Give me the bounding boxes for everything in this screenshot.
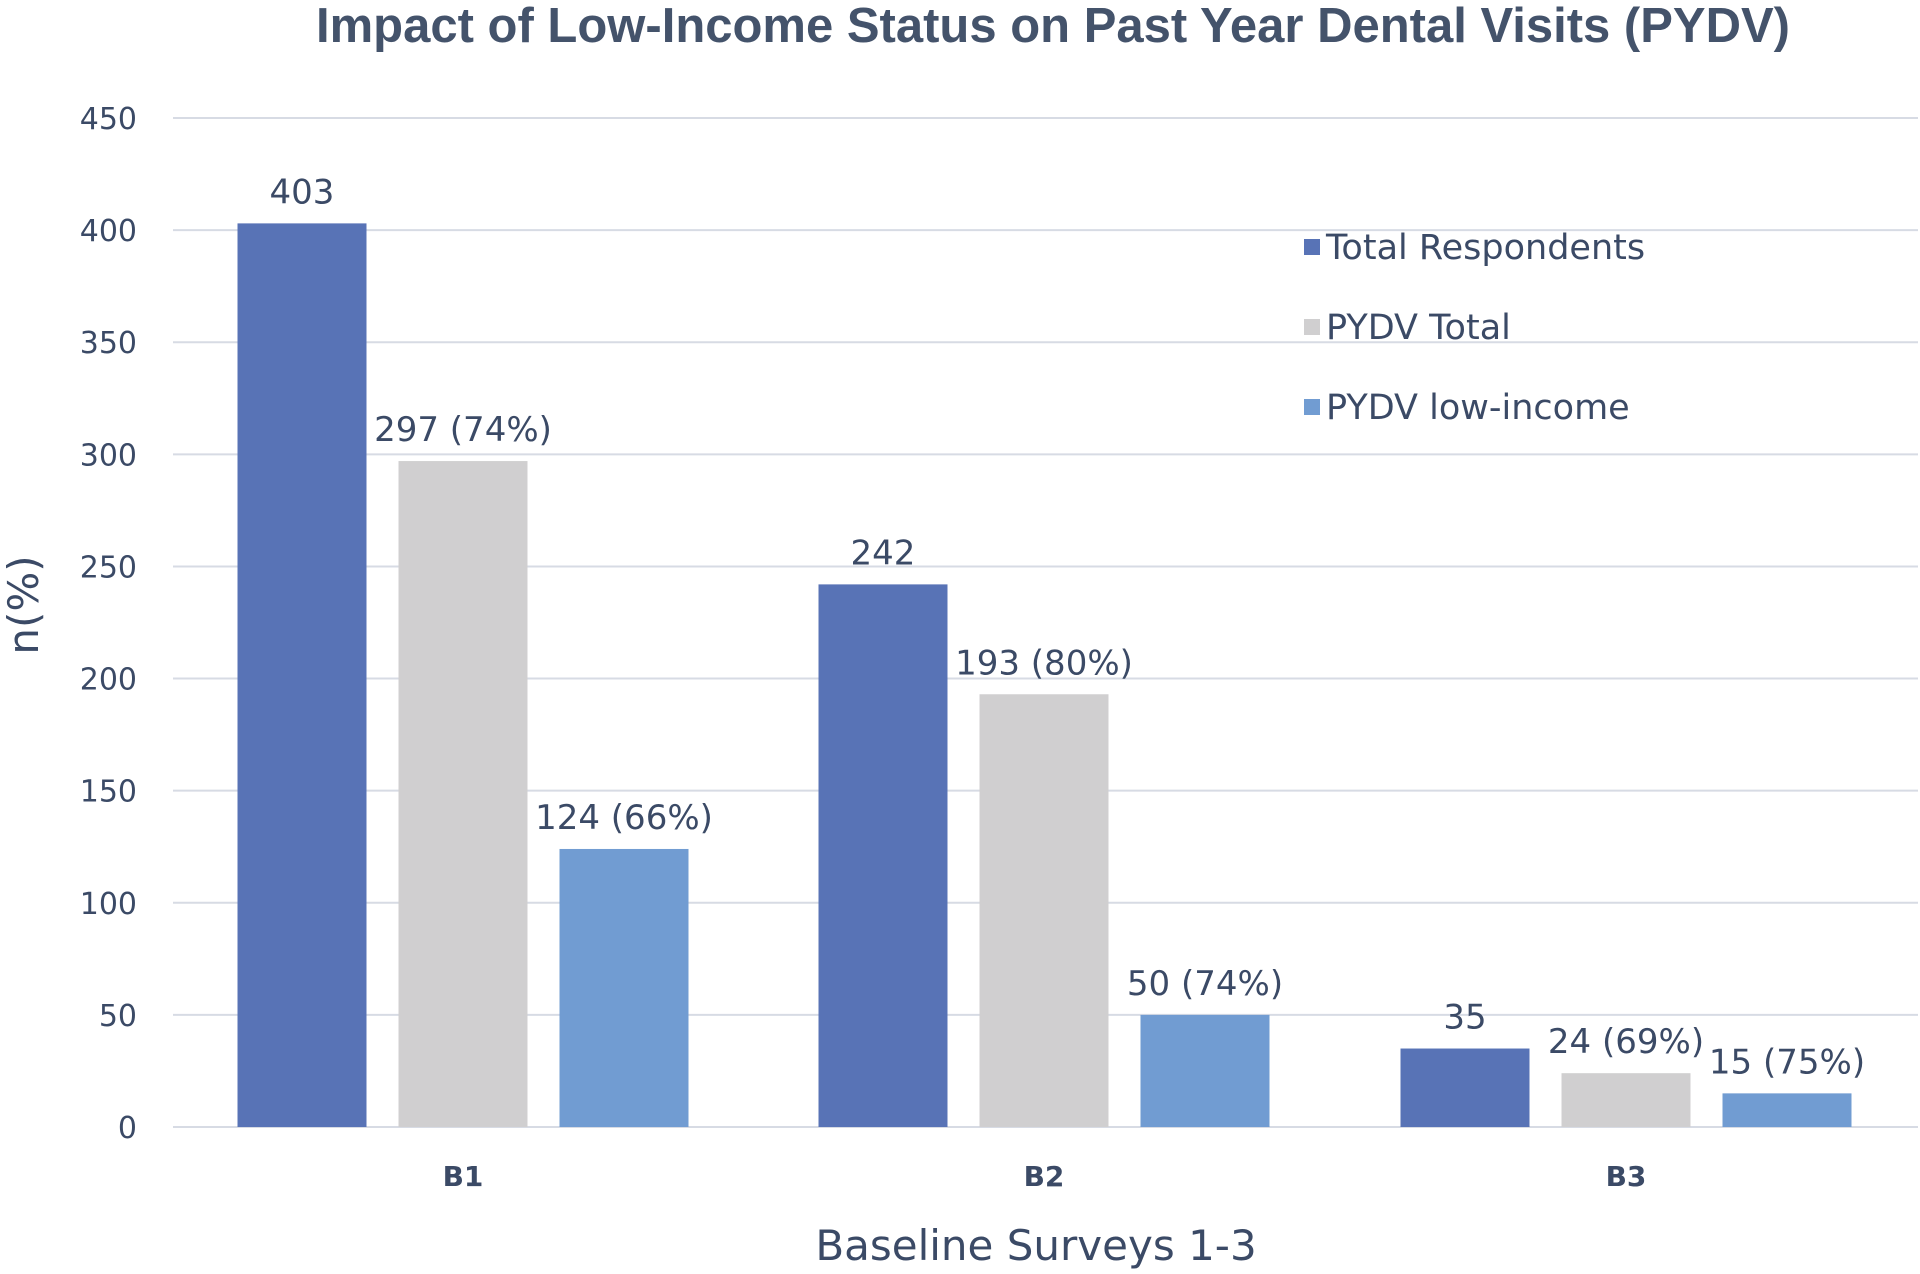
- bar-b3-pydv-total: [1561, 1073, 1691, 1127]
- y-tick-label: 100: [80, 887, 137, 922]
- y-tick-label: 0: [118, 1111, 137, 1146]
- data-label: 297 (74%): [374, 410, 552, 450]
- data-label: 50 (74%): [1127, 964, 1283, 1004]
- data-label: 124 (66%): [535, 798, 713, 838]
- y-tick-label: 150: [80, 775, 137, 810]
- data-label: 35: [1443, 998, 1486, 1038]
- legend: Total Respondents PYDV Total PYDV low-inco…: [1304, 228, 1645, 428]
- data-label: 193 (80%): [955, 643, 1133, 683]
- x-axis-categories: B1 B2 B3: [443, 1160, 1647, 1193]
- bar-b2-total-respondents: [818, 584, 948, 1127]
- data-label: 15 (75%): [1709, 1042, 1865, 1082]
- bar-b1-pydv-low-income: [559, 848, 689, 1127]
- x-category-label: B3: [1606, 1160, 1647, 1193]
- x-category-label: B2: [1024, 1160, 1065, 1193]
- data-labels: 403 297 (74%) 124 (66%) 242 193 (80%) 50 (74%…: [270, 172, 1866, 1082]
- bars: [237, 223, 1852, 1127]
- y-axis-title: n(%): [0, 555, 48, 654]
- legend-label: PYDV low-income: [1326, 388, 1630, 428]
- bar-b3-total-respondents: [1400, 1048, 1530, 1127]
- x-axis-title: Baseline Surveys 1-3: [815, 1221, 1256, 1270]
- bar-b3-pydv-low-income: [1722, 1093, 1852, 1127]
- y-tick-label: 350: [80, 326, 137, 361]
- bar-b2-pydv-low-income: [1140, 1014, 1270, 1127]
- bar-b1-pydv-total: [398, 461, 528, 1127]
- chart-title: Impact of Low-Income Status on Past Year…: [316, 0, 1790, 53]
- data-label: 403: [270, 172, 335, 212]
- x-category-label: B1: [443, 1160, 484, 1193]
- y-axis-ticks: 0 50 100 150 200 250 300 350 400 450: [80, 102, 137, 1146]
- y-tick-label: 450: [80, 102, 137, 137]
- legend-label: PYDV Total: [1326, 308, 1511, 348]
- y-tick-label: 400: [80, 214, 137, 249]
- y-tick-label: 250: [80, 550, 137, 585]
- y-tick-label: 300: [80, 438, 137, 473]
- legend-swatch: [1304, 239, 1320, 255]
- data-label: 242: [851, 533, 916, 573]
- data-label: 24 (69%): [1548, 1022, 1704, 1062]
- legend-swatch: [1304, 319, 1320, 335]
- bar-b1-total-respondents: [237, 223, 367, 1127]
- bar-b2-pydv-total: [979, 694, 1109, 1127]
- legend-swatch: [1304, 399, 1320, 415]
- y-tick-label: 50: [99, 999, 137, 1034]
- legend-label: Total Respondents: [1325, 228, 1645, 268]
- y-tick-label: 200: [80, 663, 137, 698]
